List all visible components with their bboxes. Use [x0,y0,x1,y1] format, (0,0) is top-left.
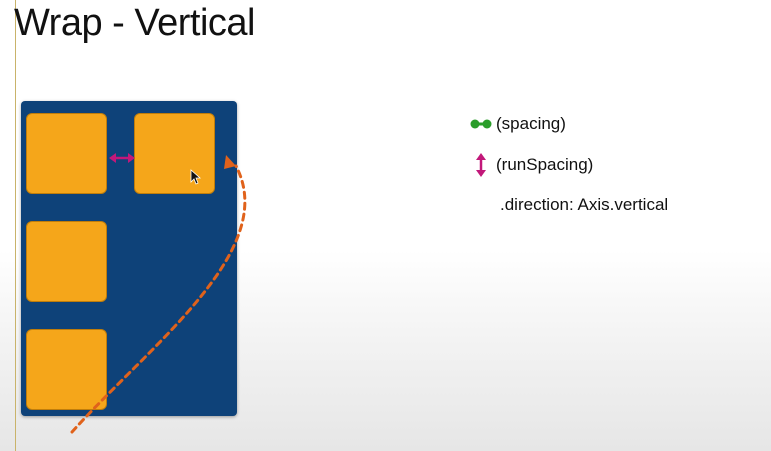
direction-label: .direction: Axis.vertical [500,195,669,214]
wrap-child-box-1 [26,113,107,194]
wrap-container-panel [21,101,237,416]
wrap-child-box-3 [26,329,107,410]
legend-spacing-label: (spacing) [496,114,566,133]
legend-run-spacing: (runSpacing) [474,153,593,177]
run-spacing-marker-icon [109,153,135,163]
slide-title: Wrap - Vertical [14,2,255,44]
wrap-child-box-4 [134,113,215,194]
legend-spacing: (spacing) [470,114,566,134]
mouse-pointer-icon [190,169,202,185]
green-dumbbell-icon [470,119,492,129]
wrap-flow-arrow-icon [70,155,247,434]
legend-run-spacing-label: (runSpacing) [496,155,594,174]
magenta-double-arrow-icon [476,153,486,177]
left-edge-rule [15,0,16,451]
wrap-child-box-2 [26,221,107,302]
